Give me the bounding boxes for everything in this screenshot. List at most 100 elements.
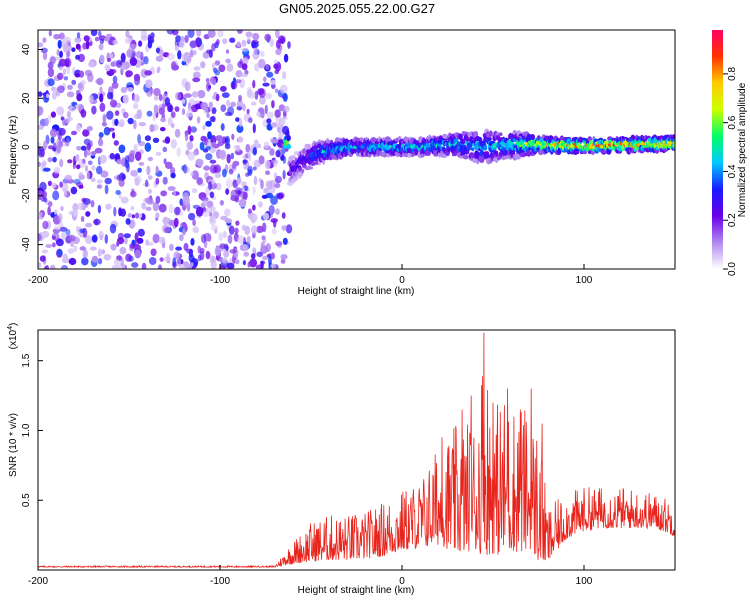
heatmap-cell [263, 76, 267, 83]
heatmap-cell [127, 117, 134, 125]
heatmap-cell [80, 145, 87, 151]
heatmap-cell [58, 127, 66, 136]
heatmap-cell [130, 205, 135, 211]
heatmap-cell [172, 257, 177, 267]
heatmap-cell [91, 234, 98, 243]
heatmap-cell [77, 202, 84, 211]
heatmap-cell [206, 200, 214, 208]
heatmap-cell [98, 132, 104, 138]
heatmap-cell [230, 101, 236, 108]
heatmap-cell [186, 248, 194, 254]
heatmap-cell [135, 212, 139, 219]
heatmap-cell [200, 135, 207, 142]
heatmap-cell [251, 101, 257, 106]
y-tick-label: 0 [21, 144, 32, 150]
heatmap-cell [189, 50, 194, 58]
heatmap-cell [61, 137, 68, 143]
heatmap-cell [253, 139, 259, 150]
heatmap-cell [182, 195, 190, 206]
heatmap-cell [63, 187, 67, 197]
heatmap-cell [52, 156, 57, 163]
heatmap-cell [166, 30, 175, 35]
heatmap-cell [155, 151, 162, 156]
heatmap-cell [144, 70, 153, 76]
heatmap-cell [256, 225, 264, 233]
heatmap-cell [207, 30, 216, 38]
heatmap-cell [184, 35, 189, 43]
heatmap-cell [155, 177, 160, 185]
heatmap-cell [264, 104, 268, 115]
heatmap-cell [236, 41, 241, 48]
heatmap-cell [235, 187, 243, 195]
colorbar-tick-label: 0.2 [727, 213, 738, 227]
heatmap-cell [118, 178, 125, 187]
heatmap-cell [94, 218, 99, 226]
heatmap-cell [50, 111, 57, 118]
heatmap-cell [117, 174, 121, 181]
heatmap-cell [191, 91, 199, 98]
spectrogram-heatmap [38, 30, 675, 269]
heatmap-cell [111, 265, 120, 269]
heatmap-cell [84, 235, 93, 244]
heatmap-cell [146, 199, 155, 205]
heatmap-cell [72, 202, 79, 212]
heatmap-cell [152, 201, 160, 212]
heatmap-cell [477, 136, 483, 142]
heatmap-cell [265, 170, 271, 175]
heatmap-cell [175, 35, 182, 43]
heatmap-cell [280, 84, 288, 94]
heatmap-cell [291, 160, 296, 166]
heatmap-cell [56, 144, 62, 154]
heatmap-cell [141, 202, 147, 210]
heatmap-cell [266, 111, 274, 119]
heatmap-cell [39, 212, 43, 218]
heatmap-cell [120, 52, 126, 63]
heatmap-cell [56, 49, 60, 56]
heatmap-cell [115, 190, 121, 195]
heatmap-cell [42, 37, 47, 43]
heatmap-cell [485, 154, 490, 159]
heatmap-cell [663, 148, 669, 152]
heatmap-cell [236, 106, 243, 111]
heatmap-cell [197, 254, 202, 262]
heatmap-cell [217, 30, 224, 38]
colorbar-tick-label: 0.6 [727, 115, 738, 129]
heatmap-cell [242, 244, 249, 252]
heatmap-cell [181, 52, 190, 63]
heatmap-cell [76, 93, 83, 102]
heatmap-cell [129, 57, 138, 66]
heatmap-cell [275, 39, 281, 50]
heatmap-cell [240, 47, 249, 52]
heatmap-cell [53, 167, 61, 174]
heatmap-cell [134, 249, 142, 259]
heatmap-cell [58, 58, 67, 67]
heatmap-cell [170, 172, 176, 179]
colorbar-label: Normalized spectral amplitude [737, 82, 748, 217]
heatmap-cell [76, 146, 82, 151]
heatmap-cell [67, 234, 76, 242]
heatmap-cell [205, 153, 213, 161]
heatmap-cell [300, 168, 305, 174]
heatmap-cell [248, 151, 252, 162]
heatmap-cell [252, 32, 260, 41]
heatmap-cell [122, 94, 129, 104]
heatmap-cell [274, 109, 281, 118]
heatmap-cell [526, 150, 532, 157]
heatmap-cell [245, 172, 250, 177]
heatmap-cell [83, 148, 88, 158]
heatmap-cell [174, 106, 180, 112]
heatmap-cell [59, 226, 68, 232]
heatmap-cell [164, 97, 171, 106]
heatmap-cell [133, 102, 139, 110]
heatmap-cell [44, 117, 49, 127]
heatmap-cell [179, 211, 183, 217]
heatmap-cell [168, 203, 174, 214]
heatmap-cell [214, 60, 221, 66]
heatmap-cell [127, 87, 134, 92]
heatmap-cell [247, 36, 251, 44]
heatmap-cell [197, 89, 206, 99]
heatmap-cell [273, 63, 279, 70]
heatmap-cell [130, 170, 138, 177]
heatmap-cell [226, 63, 234, 72]
heatmap-cell [284, 148, 289, 152]
